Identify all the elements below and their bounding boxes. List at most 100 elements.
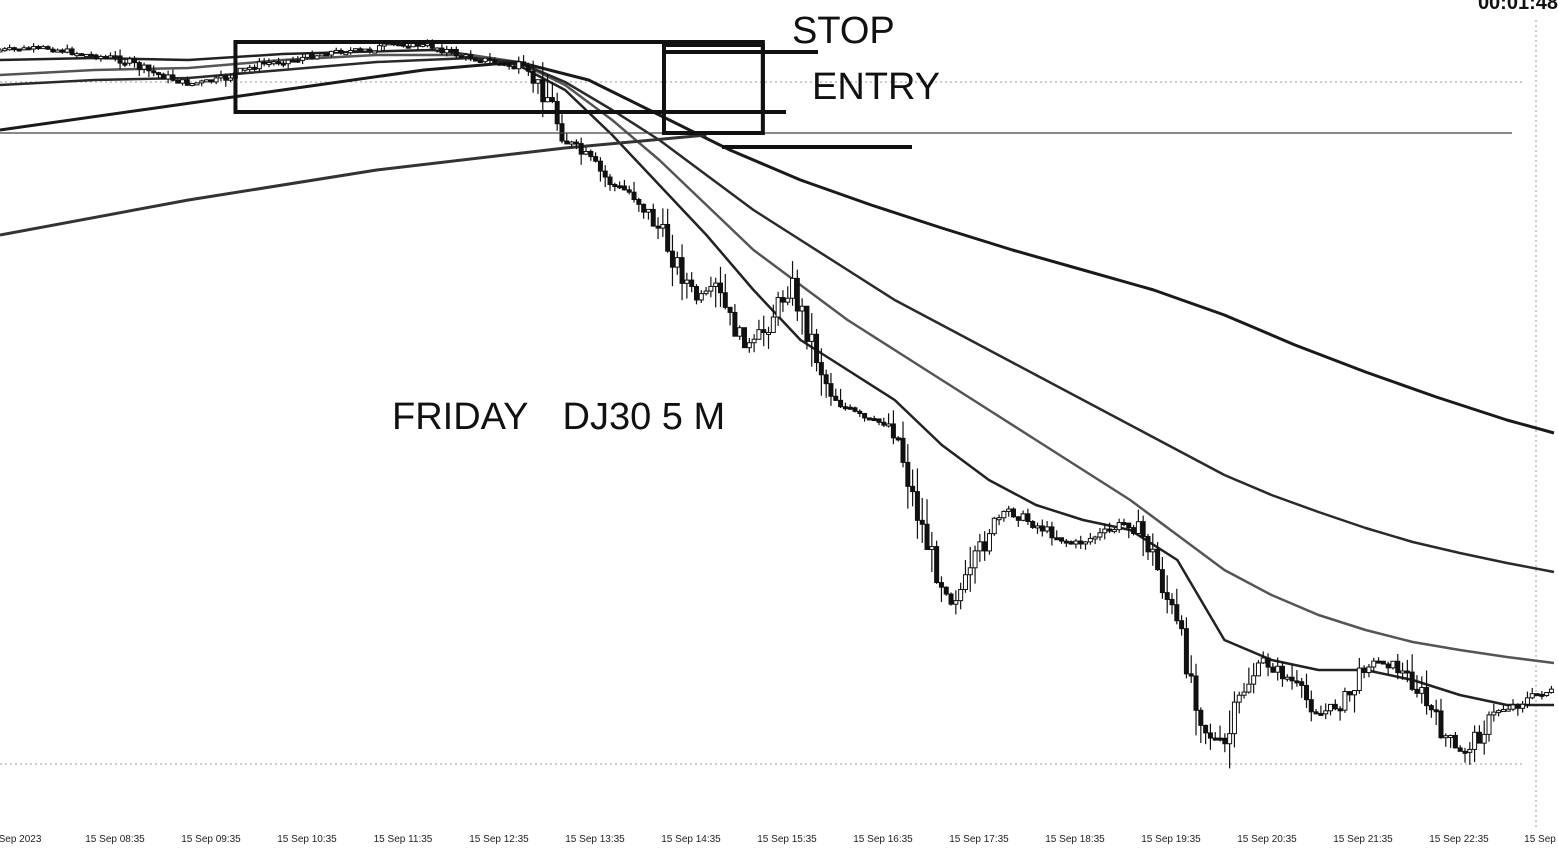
candle — [1121, 518, 1127, 527]
candle — [1323, 703, 1329, 720]
symbol-label: DJ30 5 M — [562, 396, 726, 438]
candle — [1135, 509, 1141, 535]
candle — [141, 62, 147, 74]
candle — [170, 69, 176, 82]
range-box-2 — [661, 43, 765, 135]
candle — [1207, 723, 1213, 750]
candle — [228, 73, 234, 83]
candle — [511, 62, 517, 70]
candle — [1131, 524, 1137, 536]
candle — [45, 45, 51, 50]
candle — [1188, 655, 1194, 684]
candle — [1164, 575, 1170, 614]
candle — [972, 545, 978, 584]
candle — [333, 47, 339, 53]
candle — [967, 546, 973, 592]
candle — [1107, 522, 1113, 534]
candle — [1284, 674, 1290, 682]
stop-label: STOP — [792, 10, 895, 52]
candle — [900, 421, 906, 468]
candle — [991, 516, 997, 536]
candle — [655, 217, 661, 240]
candle — [1448, 734, 1454, 748]
candle — [304, 51, 310, 60]
candle — [458, 54, 464, 59]
candle — [871, 415, 877, 422]
candle — [31, 43, 37, 53]
x-tick-label: 15 Sep 21:35 — [1333, 834, 1393, 845]
candle — [107, 52, 113, 59]
candle — [218, 70, 224, 82]
candle — [59, 48, 65, 54]
candle — [1472, 725, 1478, 763]
candle — [55, 48, 61, 53]
candle — [1241, 682, 1247, 699]
candle — [876, 418, 882, 426]
candle — [905, 444, 911, 509]
candle — [1159, 557, 1165, 599]
range-boxes — [233, 40, 765, 135]
candle — [280, 60, 286, 68]
candle — [1044, 521, 1050, 534]
candle — [194, 82, 200, 86]
candle — [881, 417, 887, 428]
candle — [295, 56, 301, 63]
candle — [919, 497, 925, 543]
candle — [1265, 653, 1271, 677]
candle — [131, 56, 137, 68]
candle — [842, 402, 848, 411]
candle — [444, 45, 450, 57]
candle — [1515, 703, 1521, 716]
candle — [1126, 522, 1132, 539]
candle — [1227, 710, 1233, 769]
entry-label: ENTRY — [812, 66, 941, 108]
candle — [1068, 540, 1074, 545]
candle — [775, 291, 781, 326]
candle — [1092, 535, 1098, 545]
candle — [1510, 699, 1516, 712]
candle — [242, 67, 248, 73]
candle — [434, 47, 440, 53]
candle — [1347, 691, 1353, 702]
candle — [799, 298, 805, 335]
candle — [1491, 703, 1497, 722]
candle — [693, 284, 699, 305]
candle — [204, 79, 210, 83]
x-tick-label: 15 Sep 18:35 — [1045, 834, 1105, 845]
candle — [1078, 535, 1084, 549]
x-tick-label: 15 Sep — [1524, 834, 1556, 845]
candle — [785, 286, 791, 306]
candle — [362, 48, 368, 52]
candle — [1049, 521, 1055, 546]
candle — [1419, 676, 1425, 704]
candle — [184, 76, 190, 86]
candle — [439, 44, 445, 55]
candle — [348, 47, 354, 55]
candle — [319, 52, 325, 57]
x-tick-label: 15 Sep 20:35 — [1237, 834, 1297, 845]
x-tick-label: 15 Sep 16:35 — [853, 834, 913, 845]
candle — [621, 179, 627, 191]
candle — [895, 436, 901, 442]
candle — [1020, 510, 1026, 522]
candle — [1179, 615, 1185, 636]
candle — [910, 469, 916, 507]
candle — [50, 47, 56, 53]
candle — [1231, 691, 1237, 748]
candle — [689, 272, 695, 293]
candle — [492, 57, 498, 64]
candle — [751, 334, 757, 353]
candle — [1328, 703, 1334, 716]
candle — [924, 499, 930, 550]
candle — [127, 56, 133, 66]
candle — [597, 157, 603, 182]
candle — [1073, 539, 1079, 549]
candle — [1433, 699, 1439, 726]
candle — [857, 409, 863, 417]
candle — [804, 305, 810, 350]
candle — [79, 53, 85, 57]
candle — [1006, 505, 1012, 517]
candle — [1063, 539, 1069, 548]
candle — [1342, 687, 1348, 713]
candle — [717, 266, 723, 307]
